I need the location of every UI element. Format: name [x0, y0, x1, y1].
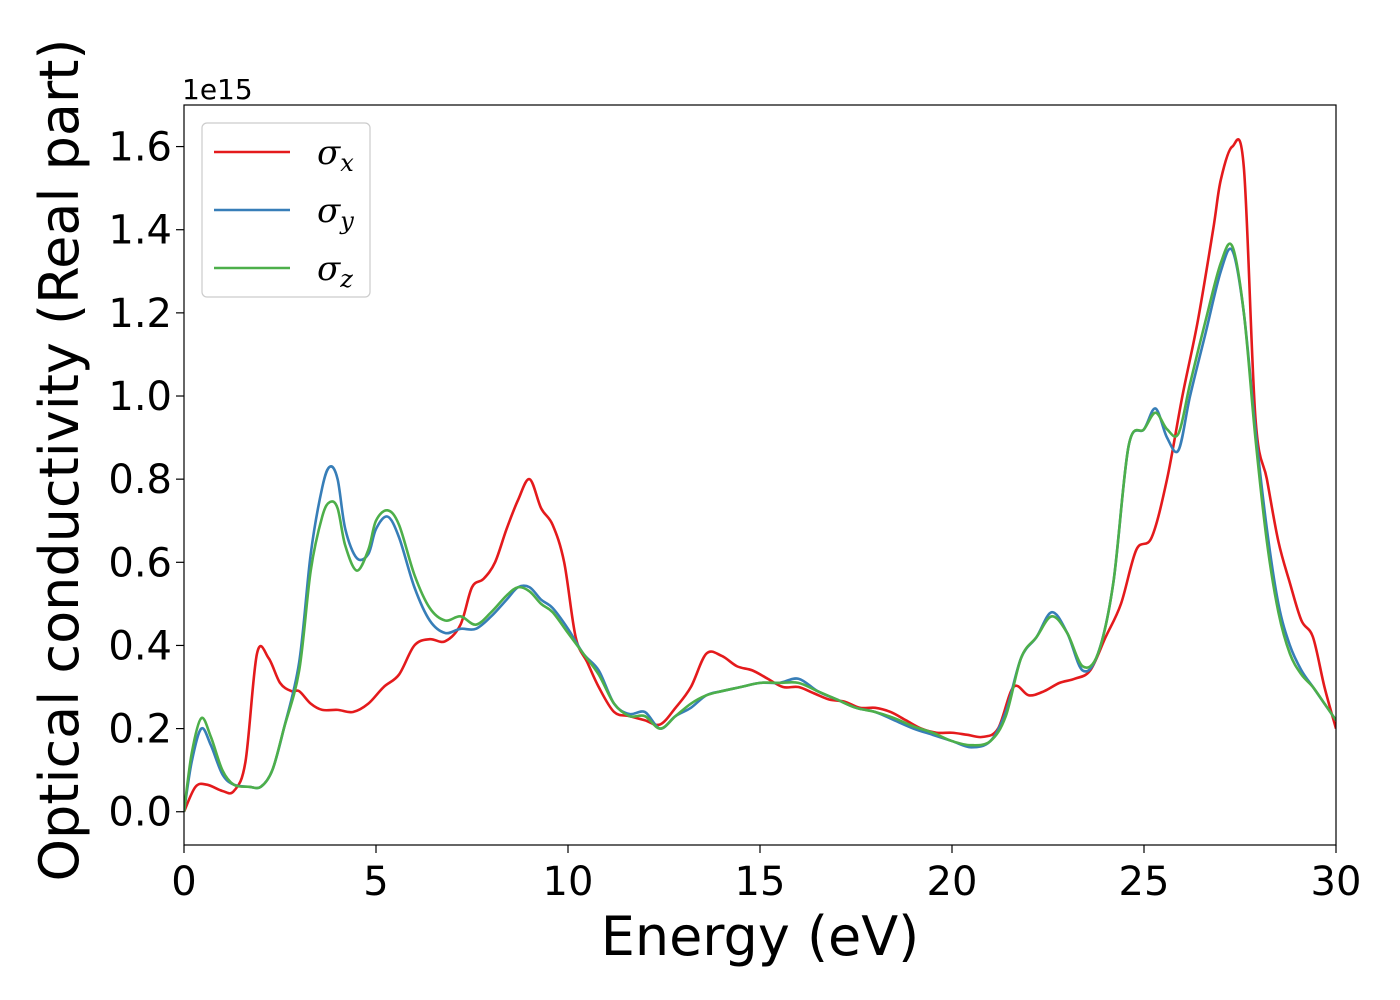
legend-label-y: σy [317, 191, 354, 235]
y-tick-label: 1.4 [108, 208, 172, 254]
y-tick-label: 0.0 [108, 790, 172, 836]
legend-subscript: z [339, 265, 353, 293]
x-axis: 0 5 10 15 20 25 30 [171, 845, 1361, 905]
x-axis-title: Energy (eV) [601, 905, 920, 968]
plot-lines [184, 138, 1336, 813]
x-tick-label: 0 [171, 859, 196, 905]
x-tick-label: 15 [735, 859, 786, 905]
series-line-x [184, 138, 1336, 813]
y-tick-label: 0.6 [108, 540, 172, 586]
legend-label-x: σx [317, 133, 354, 177]
x-tick-label: 20 [927, 859, 978, 905]
y-axis-title: Optical conductivity (Real part) [28, 39, 91, 882]
y-tick-label: 0.2 [108, 707, 172, 753]
y-axis: 0.0 0.2 0.4 0.6 0.8 1.0 1.2 1.4 1.6 [108, 125, 184, 836]
legend-subscript: y [339, 207, 354, 235]
y-tick-label: 0.8 [108, 457, 172, 503]
y-tick-label: 0.4 [108, 623, 172, 669]
x-tick-label: 30 [1311, 859, 1362, 905]
x-tick-label: 10 [543, 859, 594, 905]
y-tick-label: 1.2 [108, 291, 172, 337]
x-tick-label: 5 [363, 859, 388, 905]
legend-symbol: σ [317, 249, 341, 289]
legend-symbol: σ [317, 191, 341, 231]
y-tick-label: 1.6 [108, 125, 172, 171]
legend-subscript: x [340, 149, 354, 177]
y-offset-label: 1e15 [182, 73, 253, 106]
legend-symbol: σ [317, 133, 341, 173]
legend-label-z: σz [317, 249, 353, 293]
series-line-z [184, 242, 1336, 812]
x-tick-label: 25 [1119, 859, 1170, 905]
y-tick-label: 1.0 [108, 374, 172, 420]
